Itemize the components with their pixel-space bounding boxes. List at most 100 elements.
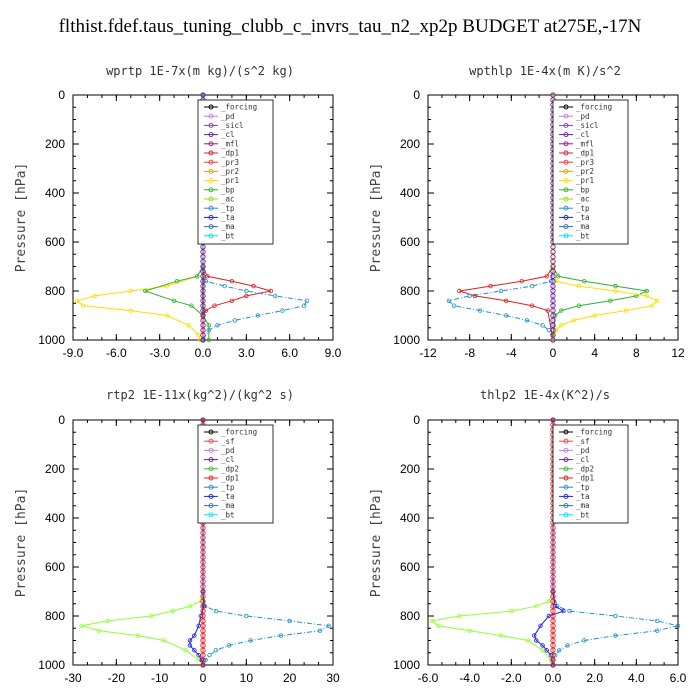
legend-marker <box>563 429 569 435</box>
data-point <box>623 308 629 313</box>
legend-label: _dp1 <box>221 149 239 158</box>
zero-marker <box>550 303 556 309</box>
y-tick-label: 400 <box>45 186 65 200</box>
legend-label: _pd <box>221 112 235 121</box>
data-point <box>244 293 249 299</box>
x-tick-label: 4 <box>591 346 598 360</box>
data-point <box>148 613 154 619</box>
legend-marker <box>563 187 569 193</box>
legend-label: _tp <box>221 483 235 492</box>
zero-marker <box>550 525 556 531</box>
legend-marker <box>563 233 569 239</box>
zero-marker <box>200 588 206 595</box>
y-tick-label: 200 <box>400 137 420 151</box>
x-tick-label: -30 <box>64 671 82 685</box>
zero-marker <box>200 337 206 343</box>
x-tick-label: -4 <box>506 346 517 360</box>
y-tick-label: 1000 <box>38 658 65 672</box>
data-point <box>524 318 530 323</box>
y-tick-label: 800 <box>400 609 420 623</box>
legend-label: _dp2 <box>221 464 239 473</box>
data-point <box>519 279 524 284</box>
zero-marker <box>550 417 556 423</box>
data-point <box>548 279 554 284</box>
legend-marker <box>208 159 214 165</box>
x-tick-label: -6.0 <box>106 346 127 360</box>
y-tick-label: 400 <box>400 511 420 525</box>
legend-marker <box>563 214 569 220</box>
data-point <box>553 279 559 284</box>
series-line-tp <box>202 420 331 666</box>
legend-label: _ma <box>221 222 235 231</box>
legend-label: _pd <box>576 446 590 455</box>
legend-marker <box>208 132 214 138</box>
zero-marker <box>550 569 556 575</box>
data-point <box>429 618 435 624</box>
data-point <box>143 288 148 294</box>
legend-marker <box>208 224 214 230</box>
legend-marker <box>208 187 214 193</box>
panel-title-wpthlp: wpthlp 1E-4x(m K)/s^2 <box>469 64 621 78</box>
data-point <box>189 303 194 308</box>
y-tick-label: 400 <box>400 186 420 200</box>
zero-marker <box>550 559 556 565</box>
zero-marker <box>550 608 556 614</box>
zero-marker <box>550 574 556 580</box>
zero-marker <box>200 263 206 270</box>
legend-marker <box>208 178 214 184</box>
data-point <box>548 657 554 663</box>
data-point <box>96 628 102 633</box>
legend-marker <box>208 122 214 128</box>
data-point <box>477 308 483 313</box>
zero-marker <box>550 268 556 275</box>
data-point <box>540 323 545 328</box>
data-point <box>561 608 566 614</box>
data-point <box>644 288 649 294</box>
zero-marker <box>200 662 206 668</box>
zero-marker <box>550 322 556 328</box>
data-point <box>534 604 539 609</box>
x-tick-label: 20 <box>283 671 297 685</box>
data-point <box>532 633 537 638</box>
data-point <box>538 623 543 628</box>
legend-label: _sf <box>221 437 235 446</box>
zero-marker <box>550 583 556 590</box>
data-point <box>229 298 235 303</box>
series-line-dp1 <box>459 95 554 341</box>
series-line-bp <box>143 95 210 340</box>
data-point <box>576 303 582 308</box>
data-point <box>198 599 204 604</box>
legend-marker <box>208 475 214 481</box>
zero-marker <box>550 593 556 600</box>
x-tick-label: -9.0 <box>63 346 84 360</box>
data-point <box>215 323 220 328</box>
data-point <box>548 653 554 658</box>
legend-label: _sicl <box>221 121 244 130</box>
legend-marker <box>563 132 569 138</box>
series-line-dp1b <box>431 420 554 666</box>
panel-2: -30 -20 -10 0 10 20 30 0 200 400 600 800 1000 Pressur… <box>14 413 340 685</box>
zero-marker <box>200 307 206 314</box>
legend-marker <box>563 475 569 481</box>
zero-marker <box>200 623 206 629</box>
series-line-tp <box>202 95 308 341</box>
legend-label: _pr2 <box>221 167 239 176</box>
data-point <box>654 628 660 633</box>
series-line-pr1 <box>552 95 659 341</box>
data-point <box>192 633 197 638</box>
legend-marker <box>563 122 569 128</box>
y-tick-label: 1000 <box>38 333 65 347</box>
zero-marker <box>200 657 206 663</box>
legend-label: _cl <box>576 455 590 464</box>
data-point <box>467 628 472 633</box>
y-axis-title: Pressure [hPa] <box>14 488 29 598</box>
legend-box <box>552 99 629 245</box>
legend-label: _ma <box>576 222 590 231</box>
zero-marker <box>550 249 556 255</box>
legend-marker <box>208 438 214 444</box>
zero-marker <box>550 273 556 279</box>
data-point <box>649 303 655 308</box>
legend-label: _cl <box>221 130 235 139</box>
zero-marker <box>200 652 206 658</box>
data-point <box>135 633 141 638</box>
